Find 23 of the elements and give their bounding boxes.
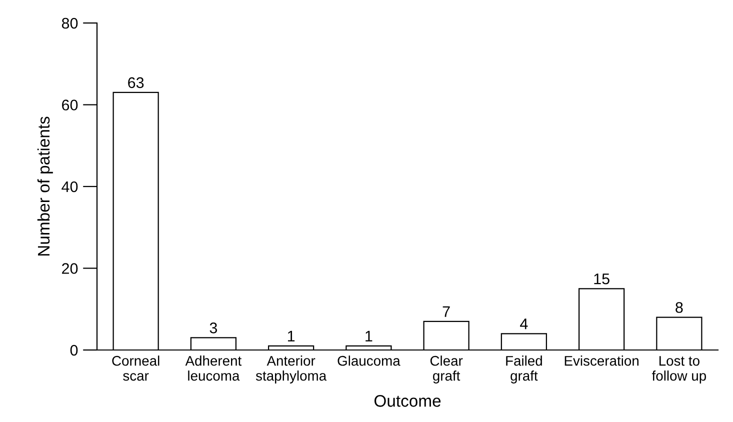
- data-label: 1: [288, 330, 295, 342]
- x-tick-label: Glaucoma: [338, 356, 400, 366]
- x-tick-label: Anterior staphyloma: [256, 356, 327, 384]
- data-label: 63: [128, 77, 144, 88]
- data-label: 3: [210, 322, 218, 334]
- y-tick-label: 80: [62, 18, 78, 29]
- data-label: 8: [676, 302, 683, 313]
- data-label: 7: [442, 306, 450, 317]
- data-label: 1: [366, 330, 372, 342]
- x-tick-label: Failed graft: [506, 356, 542, 384]
- x-tick-label: Lost to follow up: [652, 356, 706, 384]
- x-tick-label: Evisceration: [564, 356, 638, 366]
- data-label: 4: [520, 318, 528, 330]
- data-label: 15: [594, 274, 610, 284]
- y-tick-label: 40: [62, 181, 78, 192]
- y-tick-label: 60: [62, 100, 78, 110]
- x-axis-title: Outcome: [374, 395, 441, 407]
- x-tick-label: Corneal scar: [112, 356, 160, 381]
- x-tick-label: Clear graft: [430, 356, 463, 384]
- y-axis-title: Number of patients: [37, 116, 53, 256]
- y-tick-label: 0: [70, 344, 78, 356]
- y-tick-label: 20: [62, 263, 78, 274]
- x-tick-label: Adherent leucoma: [185, 356, 242, 381]
